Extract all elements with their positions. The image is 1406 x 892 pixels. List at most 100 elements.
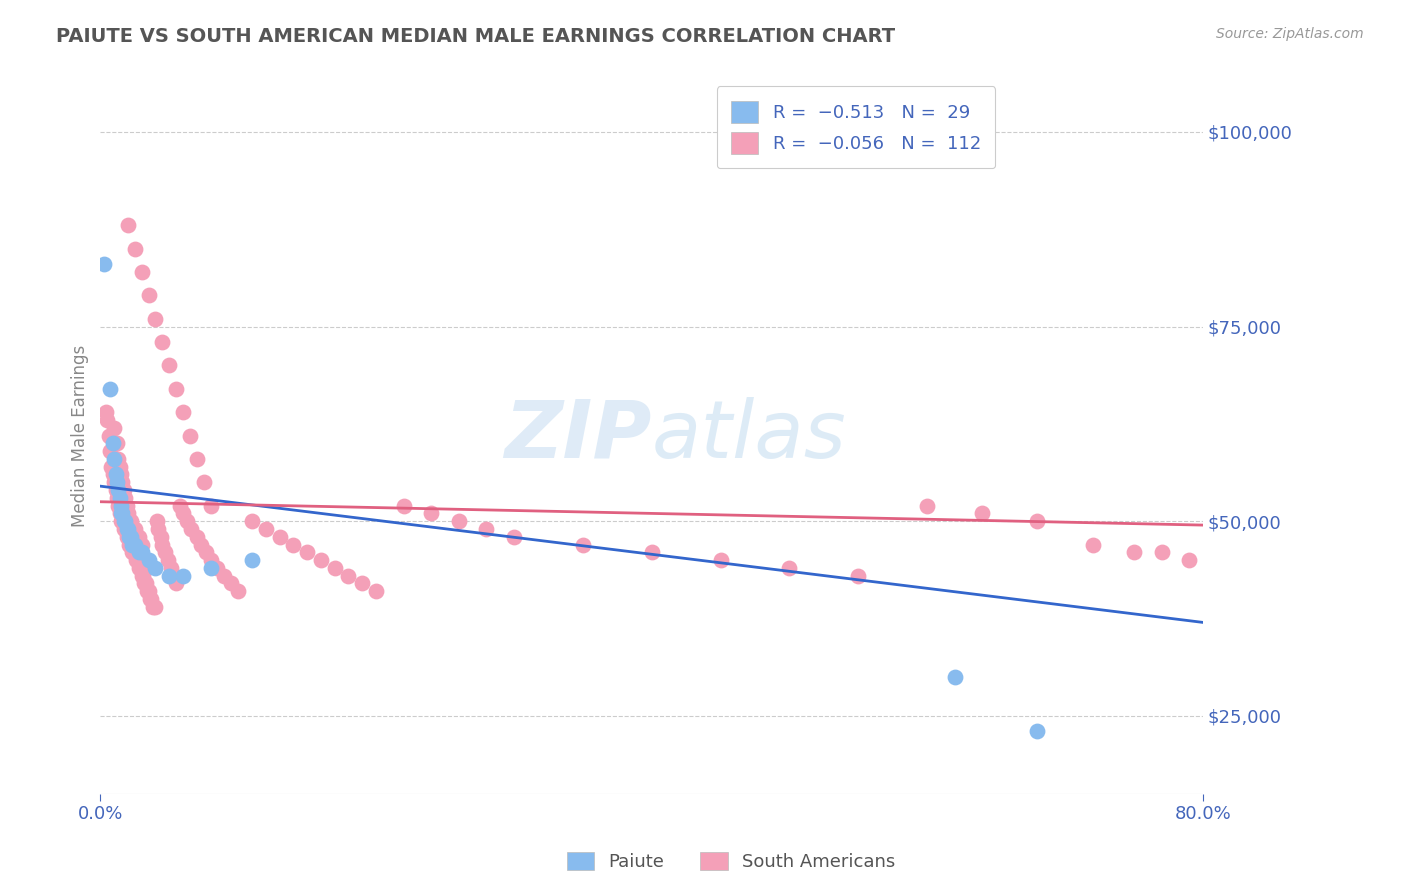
Point <box>309 553 332 567</box>
Point <box>145 311 167 326</box>
Point <box>193 475 215 490</box>
Text: Source: ZipAtlas.com: Source: ZipAtlas.com <box>1216 27 1364 41</box>
Point <box>226 584 249 599</box>
Point <box>214 568 236 582</box>
Point <box>103 475 125 490</box>
Point <box>117 530 139 544</box>
Text: ZIP: ZIP <box>505 397 651 475</box>
Point <box>943 670 966 684</box>
Point <box>142 599 165 614</box>
Point <box>111 514 134 528</box>
Point <box>120 537 142 551</box>
Point <box>475 522 498 536</box>
Point <box>240 553 263 567</box>
Point <box>447 514 470 528</box>
Point <box>778 561 800 575</box>
Point <box>117 507 139 521</box>
Point <box>100 459 122 474</box>
Point <box>107 499 129 513</box>
Point <box>101 467 124 482</box>
Point <box>121 522 143 536</box>
Point <box>323 561 346 575</box>
Point <box>117 219 139 233</box>
Point <box>108 459 131 474</box>
Point <box>103 451 125 466</box>
Point <box>128 530 150 544</box>
Point <box>124 522 146 536</box>
Point <box>108 491 131 505</box>
Point <box>1026 514 1049 528</box>
Point <box>157 568 180 582</box>
Point <box>364 584 387 599</box>
Point <box>138 288 160 302</box>
Point <box>159 561 181 575</box>
Point <box>117 522 139 536</box>
Point <box>162 568 184 582</box>
Point <box>640 545 662 559</box>
Point <box>1150 545 1173 559</box>
Point <box>146 514 169 528</box>
Point <box>120 514 142 528</box>
Point <box>132 568 155 582</box>
Point <box>392 499 415 513</box>
Point <box>129 561 152 575</box>
Point <box>420 507 443 521</box>
Point <box>107 483 129 497</box>
Point <box>110 467 132 482</box>
Point <box>124 545 146 559</box>
Point <box>337 568 360 582</box>
Point <box>352 576 374 591</box>
Point <box>134 576 156 591</box>
Point <box>141 592 163 607</box>
Point <box>135 576 157 591</box>
Point <box>112 514 135 528</box>
Point <box>176 514 198 528</box>
Point <box>131 537 153 551</box>
Point <box>98 382 121 396</box>
Y-axis label: Median Male Earnings: Median Male Earnings <box>72 344 89 526</box>
Point <box>1122 545 1144 559</box>
Point <box>108 507 131 521</box>
Point <box>254 522 277 536</box>
Point <box>118 537 141 551</box>
Point <box>114 522 136 536</box>
Point <box>157 359 180 373</box>
Point <box>111 475 134 490</box>
Point <box>115 530 138 544</box>
Point <box>125 553 148 567</box>
Point <box>165 576 187 591</box>
Point <box>571 537 593 551</box>
Point <box>269 530 291 544</box>
Point <box>138 584 160 599</box>
Point <box>1178 553 1201 567</box>
Point <box>139 592 162 607</box>
Point <box>104 467 127 482</box>
Point <box>112 483 135 497</box>
Point <box>150 335 173 350</box>
Point <box>120 530 142 544</box>
Point <box>104 483 127 497</box>
Point <box>200 499 222 513</box>
Point <box>136 584 159 599</box>
Point <box>103 421 125 435</box>
Point <box>179 428 201 442</box>
Point <box>94 405 117 419</box>
Point <box>190 537 212 551</box>
Point <box>145 599 167 614</box>
Point <box>105 491 128 505</box>
Point <box>172 405 194 419</box>
Point <box>169 499 191 513</box>
Point <box>1081 537 1104 551</box>
Point <box>114 514 136 528</box>
Point <box>115 499 138 513</box>
Point <box>96 413 118 427</box>
Point <box>98 444 121 458</box>
Point <box>972 507 994 521</box>
Point <box>195 545 218 559</box>
Point <box>112 522 135 536</box>
Point <box>131 545 153 559</box>
Point <box>295 545 318 559</box>
Point <box>283 537 305 551</box>
Point <box>502 530 524 544</box>
Point <box>121 537 143 551</box>
